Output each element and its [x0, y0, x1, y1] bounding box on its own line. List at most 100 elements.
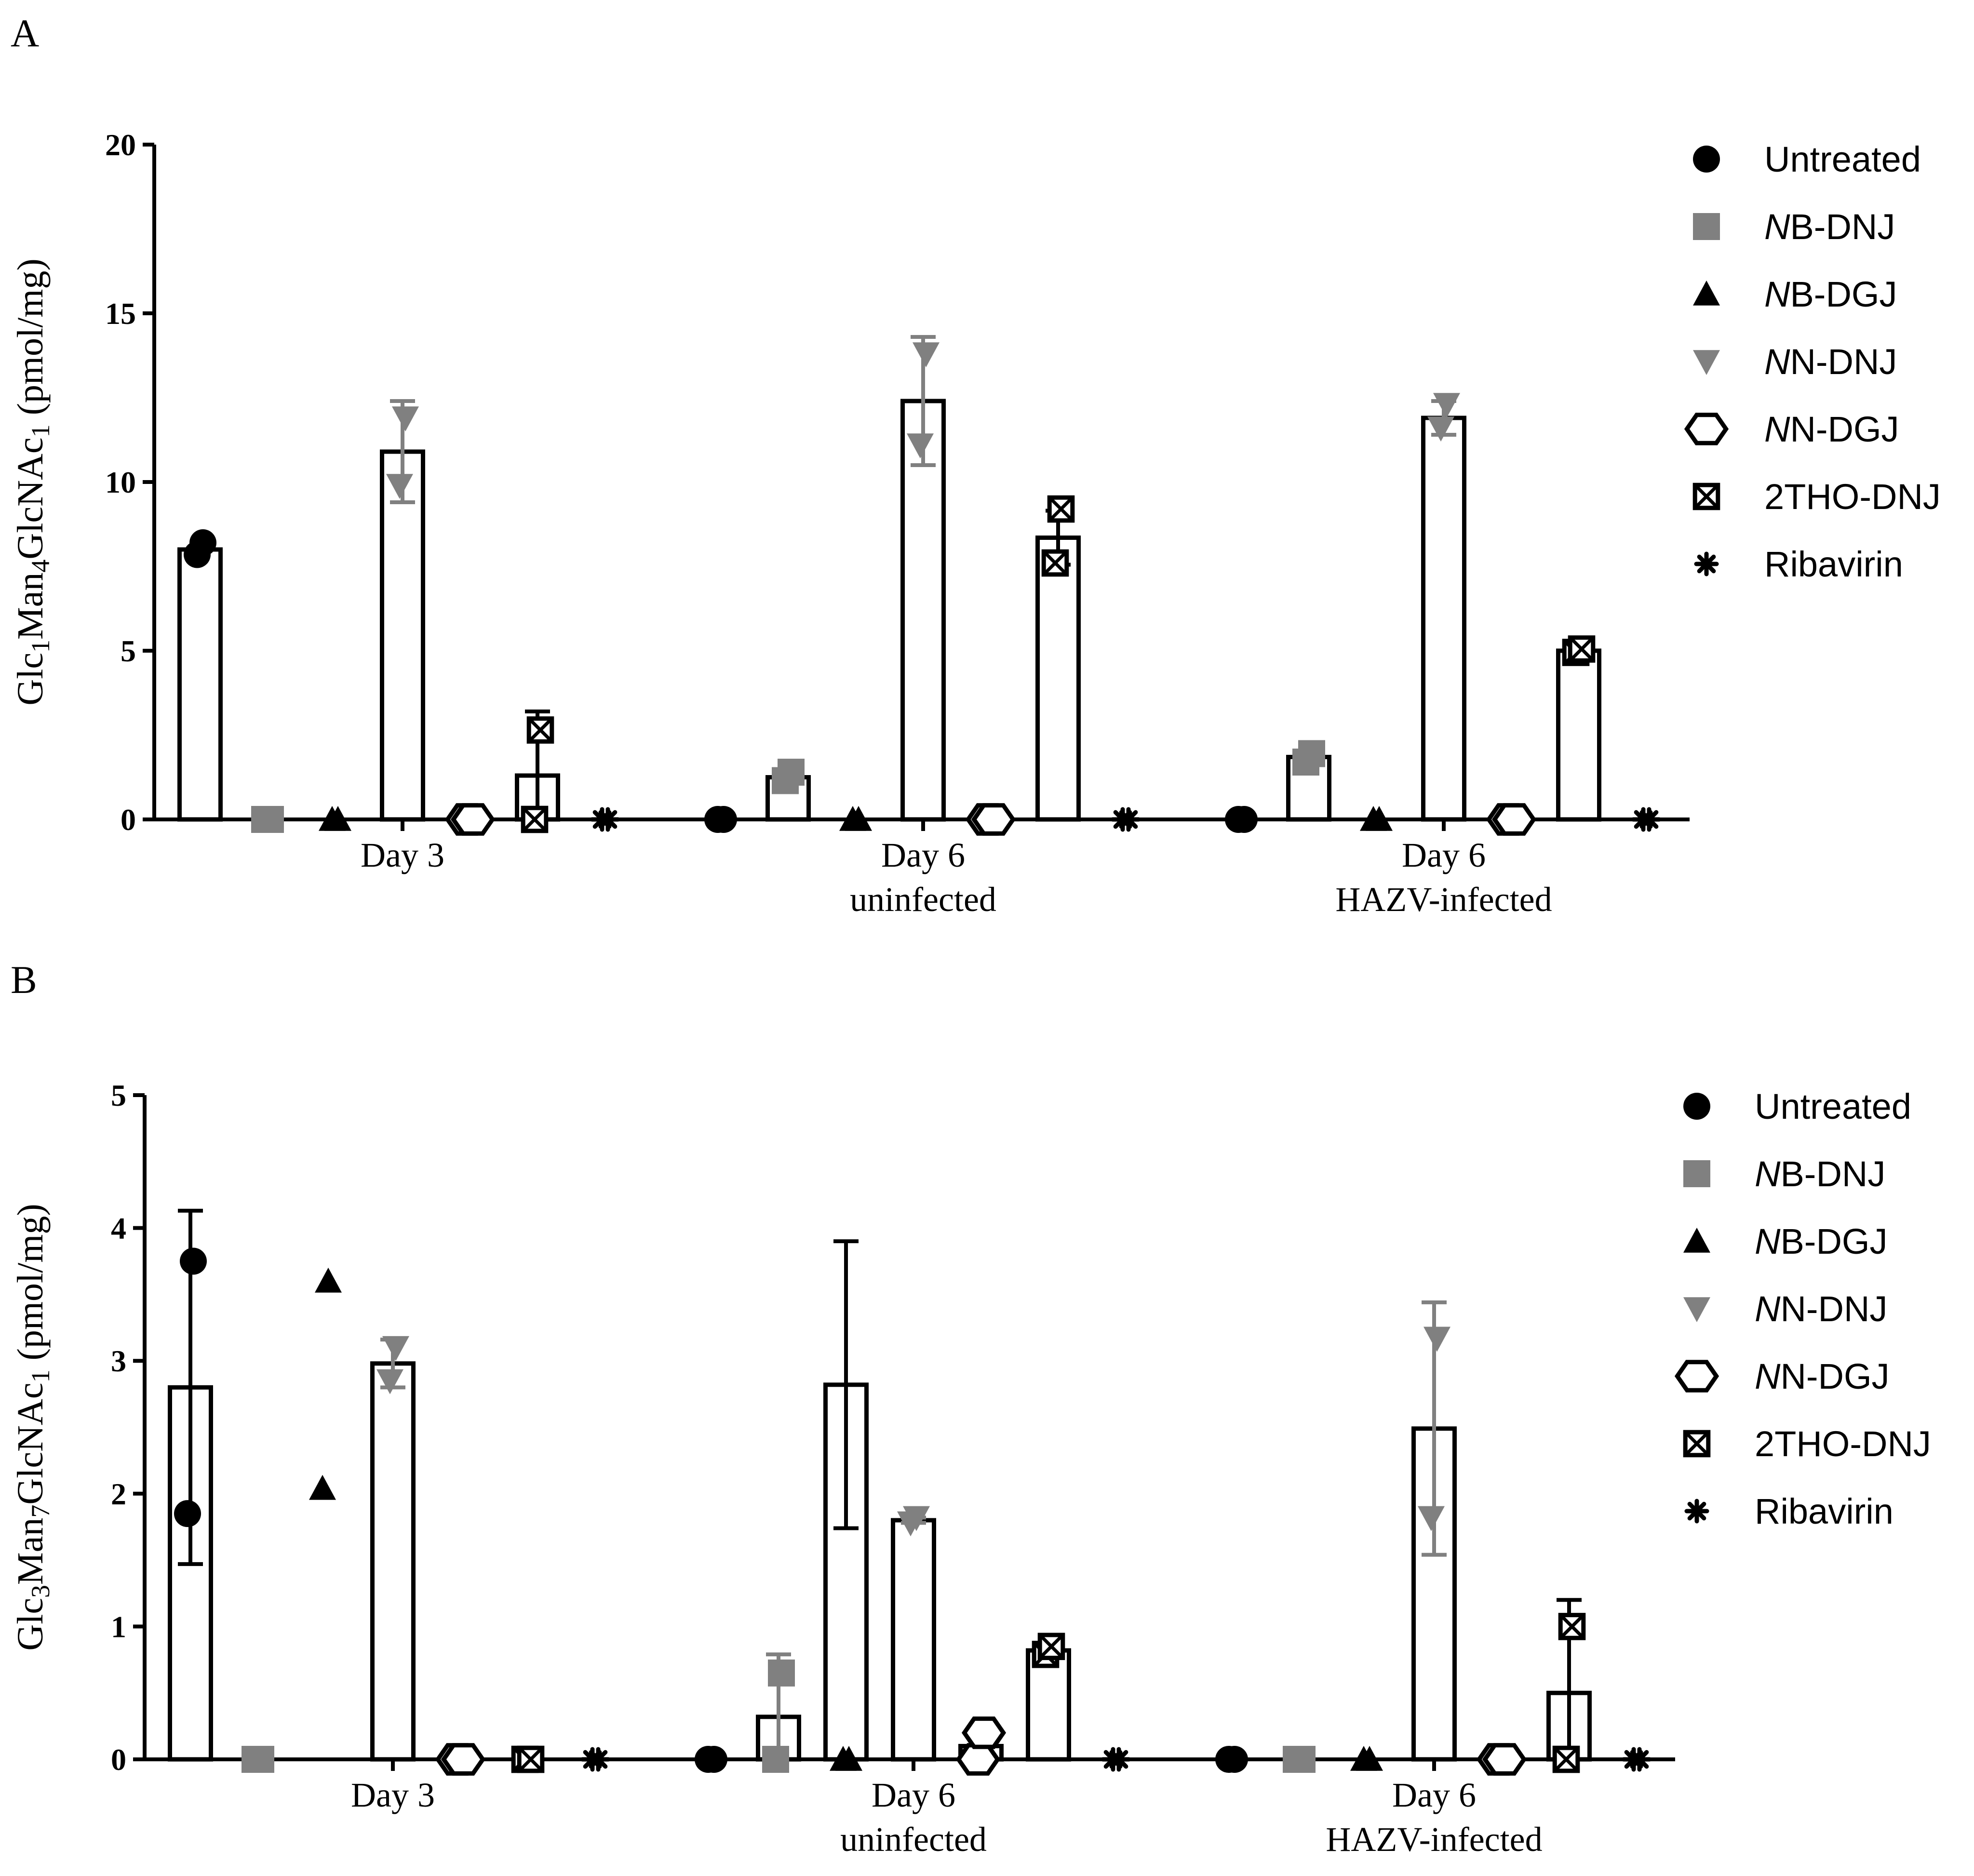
data-point-circle-shape	[174, 1500, 201, 1528]
legend-label-italic-prefix: N	[1764, 274, 1790, 314]
data-point-hexagon-shape	[1482, 1743, 1527, 1776]
data-point-boxx-cross-b	[522, 806, 548, 832]
data-point-triangle-down-shape	[907, 433, 934, 458]
legend-hexagon-icon	[1684, 413, 1729, 445]
data-point-triangle-down	[1427, 416, 1454, 442]
data-point-triangle-down	[382, 1336, 409, 1361]
legend-hexagon-icon-shape	[1674, 1360, 1719, 1393]
data-point-boxx-cross-b	[527, 717, 553, 743]
y-tick-label: 0	[121, 803, 136, 837]
legend-label-nn_dnj: NN-DNJ	[1755, 1289, 1887, 1329]
legend-label-nb_dgj: NB-DGJ	[1755, 1221, 1887, 1261]
y-axis-title-part: (pmol/mg)	[10, 1204, 51, 1369]
data-point-boxx-cross-b	[1553, 1746, 1579, 1772]
bar-2THO-DNJ-g1	[1035, 536, 1081, 822]
legend-label-text: B-DGJ	[1780, 1221, 1887, 1261]
y-axis-title-subscript: 1	[26, 640, 55, 653]
data-point-square-shape	[768, 1659, 795, 1687]
data-point-boxx	[526, 716, 554, 744]
data-point-square	[257, 806, 284, 833]
data-point-square-shape	[1298, 740, 1325, 767]
data-point-boxx-cross-b	[1569, 636, 1595, 662]
y-axis-title-subscript: 1	[26, 1369, 55, 1382]
data-point-triangle-up	[1366, 806, 1393, 831]
y-tick-label: 10	[105, 465, 136, 499]
data-point-triangle-down	[392, 406, 419, 431]
legend-label-text: 2THO-DNJ	[1755, 1424, 1931, 1464]
legend-asterisk-icon	[1694, 551, 1719, 576]
y-axis-title: Glc1Man4GlcNAc1 (pmol/mg)	[10, 258, 55, 705]
data-point-boxx	[1552, 1745, 1580, 1773]
data-point-boxx-cross-b	[518, 1746, 544, 1772]
legend-label-text: Ribavirin	[1755, 1491, 1893, 1531]
data-point-circle	[700, 1746, 727, 1773]
y-axis-title: Glc3Man7GlcNAc1 (pmol/mg)	[10, 1204, 55, 1650]
legend-label-ribavirin: Ribavirin	[1755, 1491, 1893, 1531]
data-point-triangle-up	[315, 1267, 342, 1293]
legend-label-untreated: Untreated	[1764, 139, 1921, 179]
data-point-asterisk-ray	[1109, 1750, 1128, 1769]
data-point-triangle-down	[1418, 1506, 1445, 1531]
legend-hexagon-icon-shape	[1684, 413, 1729, 445]
data-point-asterisk	[1637, 807, 1662, 832]
data-point-asterisk	[1106, 1747, 1131, 1772]
data-point-triangle-down	[1423, 1327, 1450, 1352]
data-point-hexagon-shape	[1491, 803, 1537, 836]
legend-hexagon-icon	[1674, 1360, 1719, 1393]
y-tick-label: 4	[111, 1211, 126, 1246]
y-axis-title-part: Glc	[10, 1598, 51, 1651]
data-point-circle-shape	[180, 1247, 207, 1275]
data-point-hexagon-shape	[961, 1716, 1007, 1749]
data-point-square-shape	[257, 806, 284, 833]
y-axis-title-part: GlcNAc	[10, 1382, 51, 1504]
data-point-hexagon	[961, 1716, 1007, 1749]
x-group-label: Day 6	[1392, 1776, 1476, 1814]
legend-square-icon-shape	[1683, 1160, 1710, 1187]
data-point-hexagon-shape	[450, 803, 496, 836]
data-point-boxx	[1037, 1633, 1065, 1661]
data-point-hexagon	[1482, 1743, 1527, 1776]
data-point-triangle-up	[309, 1474, 336, 1500]
data-point-triangle-up	[845, 806, 872, 831]
y-axis-title-part: GlcNAc	[10, 437, 51, 559]
data-point-asterisk	[595, 807, 620, 832]
data-point-square	[778, 759, 805, 786]
data-point-triangle-down	[376, 1369, 403, 1394]
panel-label-b: B	[11, 958, 37, 1002]
data-point-asterisk-ray	[1119, 810, 1138, 829]
legend-triangle-down-icon-shape	[1683, 1297, 1710, 1322]
data-point-triangle-down-shape	[376, 1369, 403, 1394]
data-point-hexagon-shape	[971, 803, 1016, 836]
y-axis-title-subscript: 4	[26, 560, 55, 573]
x-group-label: Day 6	[881, 836, 965, 874]
y-tick-label: 3	[111, 1344, 126, 1378]
legend: UntreatedNB-DNJNB-DGJNN-DNJNN-DGJ2THO-DN…	[1674, 1086, 1931, 1531]
data-point-triangle-down-shape	[392, 406, 419, 431]
data-point-hexagon	[1491, 803, 1537, 836]
legend-label-italic-prefix: N	[1764, 207, 1790, 247]
data-point-triangle-down-shape	[903, 1506, 930, 1531]
legend-square-icon-shape	[1693, 213, 1720, 240]
panel-label-a: A	[11, 11, 39, 55]
data-point-asterisk	[1627, 1747, 1652, 1772]
legend-label-text: N-DGJ	[1790, 409, 1899, 449]
legend-boxx-icon	[1692, 482, 1720, 510]
y-tick-label: 15	[105, 296, 136, 331]
data-point-hexagon	[955, 1743, 1001, 1776]
data-point-boxx-cross-b	[1048, 496, 1074, 522]
legend-label-nb_dnj: NB-DNJ	[1764, 207, 1895, 247]
x-group-label: HAZV-infected	[1326, 1820, 1542, 1859]
legend-label-text: N-DGJ	[1780, 1356, 1889, 1396]
legend-boxx-icon-cross-b	[1693, 483, 1719, 509]
data-point-triangle-up-shape	[315, 1267, 342, 1293]
legend-label-text: N-DNJ	[1780, 1289, 1887, 1329]
data-point-square	[768, 1659, 795, 1687]
legend-label-text: B-DNJ	[1780, 1154, 1885, 1194]
legend-label-italic-prefix: N	[1755, 1154, 1781, 1194]
legend-label-ribavirin: Ribavirin	[1764, 544, 1903, 584]
y-axis-title-part: Glc	[10, 653, 51, 706]
data-point-circle	[174, 1500, 201, 1528]
bar-NN-DNJ-g2	[1421, 415, 1466, 822]
legend-asterisk-icon-ray	[1687, 1501, 1706, 1521]
